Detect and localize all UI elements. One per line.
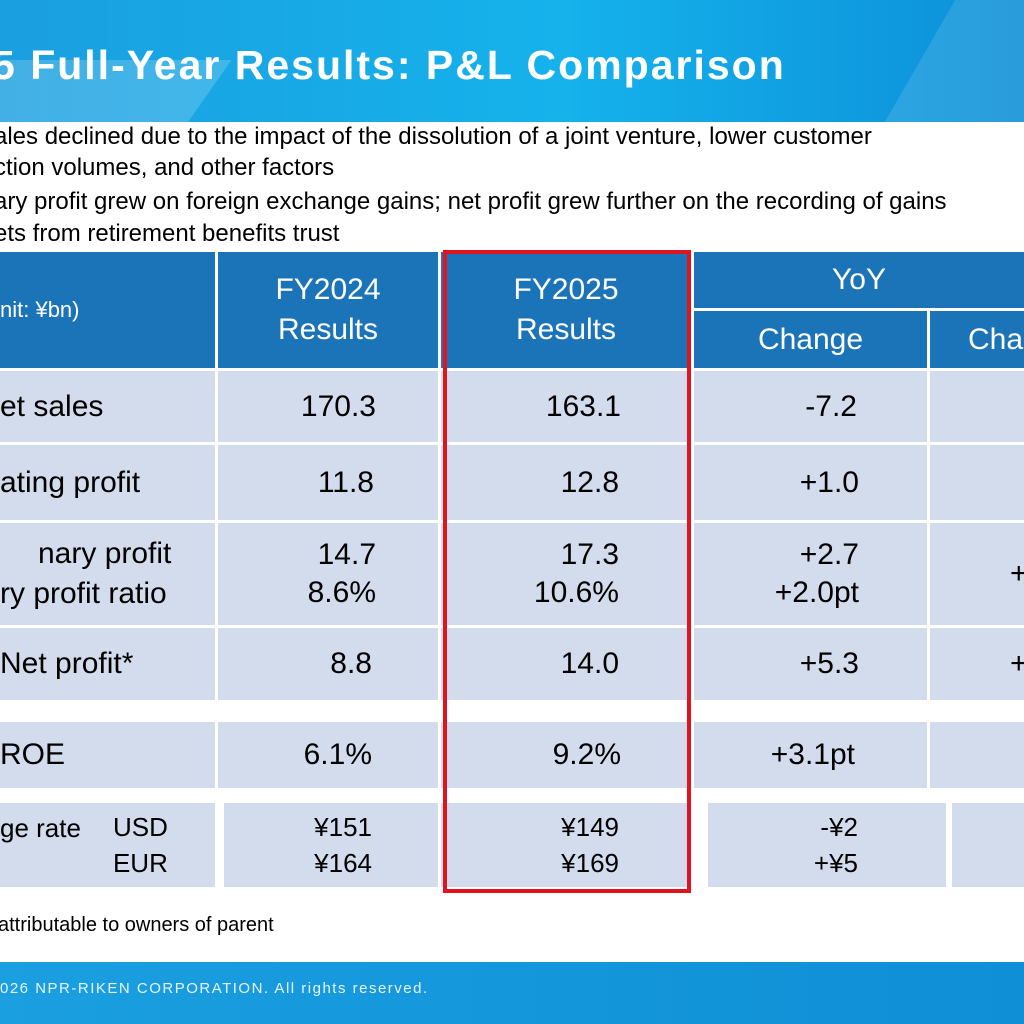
bullet-line-4: ets from retirement benefits trust [0,220,340,247]
change-header: Change [694,311,927,368]
row-net-profit-label: Net profit* [0,628,215,700]
footnote: attributable to owners of parent [0,914,274,936]
value-text: ¥151 [314,812,372,842]
value-text: +1.0 [799,465,859,499]
row-ordinary-profit-fy2024: 14.7 8.6% [218,523,438,625]
fy2025-header: FY2025 Results [441,252,691,368]
fy2025-header-line1: FY2025 [513,273,619,306]
value-text: + [1010,647,1024,680]
value-text: 17.3 [560,538,619,571]
bullet-line-2: ction volumes, and other factors [0,154,335,181]
row-label-text: et sales [0,389,104,423]
fy2024-header-line2: Results [277,313,379,346]
row-roe-fy2024: 6.1% [218,722,438,788]
currency-eur: EUR [112,848,168,878]
value-text: 11.8 [317,465,374,499]
unit-header: nit: ¥bn) [0,252,215,368]
title-banner: 5 Full-Year Results: P&L Comparison [0,0,1024,122]
page-title: 5 Full-Year Results: P&L Comparison [0,42,786,88]
change-label: Change [757,322,864,356]
row-roe-fy2025: 9.2% [441,722,691,788]
row-net-profit-fy2024: 8.8 [218,628,438,700]
row-net-sales-fy2024: 170.3 [218,371,438,442]
row-operating-profit-fy2024: 11.8 [218,445,438,520]
value-text: 170.3 [300,389,376,423]
row-net-sales-fy2025: 163.1 [441,371,691,442]
row-ordinary-profit-fy2025: 17.3 10.6% [441,523,691,625]
row-net-sales-label: et sales [0,371,215,442]
bullet-line-1: ales declined due to the impact of the d… [0,123,872,150]
row-label-text: Net profit* [0,647,134,680]
value-text: -7.2 [805,389,857,423]
value-text: +3.1pt [770,738,855,771]
fy2025-highlight-box [443,250,691,893]
fy2025-header-line2: Results [515,313,617,346]
bullet-line-3: ary profit grew on foreign exchange gain… [0,188,947,215]
value-text: ¥164 [314,848,372,878]
value-text: 8.6% [307,576,376,609]
change2-label: Cha [968,322,1024,356]
row-exchange-rate-change2 [952,803,1024,887]
row-label-text: ge rate [0,813,81,843]
value-text: 14.0 [560,647,619,680]
row-operating-profit-change2 [930,445,1024,520]
row-net-profit-change2: + [930,628,1024,700]
value-text: 6.1% [303,738,372,771]
yoy-label: YoY [832,263,886,296]
value-text: 12.8 [560,465,619,499]
value-text: ¥149 [561,812,619,842]
currency-usd: USD [112,812,168,842]
value-text: -¥2 [820,812,858,842]
yoy-header: YoY [694,252,1024,308]
value-text: +2.7 [799,538,859,571]
fy2024-header-line1: FY2024 [275,273,381,306]
row-net-profit-fy2025: 14.0 [441,628,691,700]
row-label-text: ROE [0,738,66,771]
value-text: +5.3 [799,647,859,680]
row-label-text: nary profit [38,537,172,570]
value-text: ¥169 [561,848,619,878]
row-operating-profit-change: +1.0 [694,445,927,520]
value-text: + [1010,557,1024,590]
value-text: 8.8 [330,647,372,680]
copyright-text: 026 NPR-RIKEN CORPORATION. All rights re… [0,980,429,997]
row-exchange-rate-fy2025: ¥149 ¥169 [441,803,691,887]
row-net-sales-change: -7.2 [694,371,927,442]
value-text: +2.0pt [774,576,859,609]
value-text: 163.1 [545,389,621,423]
row-roe-change: +3.1pt [694,722,927,788]
value-text: 14.7 [317,538,376,571]
unit-label: nit: ¥bn) [0,297,80,322]
row-label-text: ry profit ratio [0,577,167,610]
banner-decor-stripe [884,0,1024,122]
row-net-profit-change: +5.3 [694,628,927,700]
row-exchange-rate-label: ge rate USD EUR [0,803,215,887]
row-net-sales-change2 [930,371,1024,442]
value-text: 9.2% [552,738,621,771]
row-ordinary-profit-change: +2.7 +2.0pt [694,523,927,625]
change2-header: Cha [930,311,1024,368]
row-ordinary-profit-change2: + [930,523,1024,625]
row-roe-change2 [930,722,1024,788]
value-text: +¥5 [813,848,858,878]
row-operating-profit-label: ating profit [0,445,215,520]
footer-bar: 026 NPR-RIKEN CORPORATION. All rights re… [0,962,1024,1024]
row-label-text: ating profit [0,465,141,499]
value-text: 10.6% [533,576,619,609]
row-operating-profit-fy2025: 12.8 [441,445,691,520]
row-exchange-rate-fy2024: ¥151 ¥164 [224,803,438,887]
fy2024-header: FY2024 Results [218,252,438,368]
row-roe-label: ROE [0,722,215,788]
row-exchange-rate-change: -¥2 +¥5 [708,803,946,887]
row-ordinary-profit-label: nary profit ry profit ratio [0,523,215,625]
